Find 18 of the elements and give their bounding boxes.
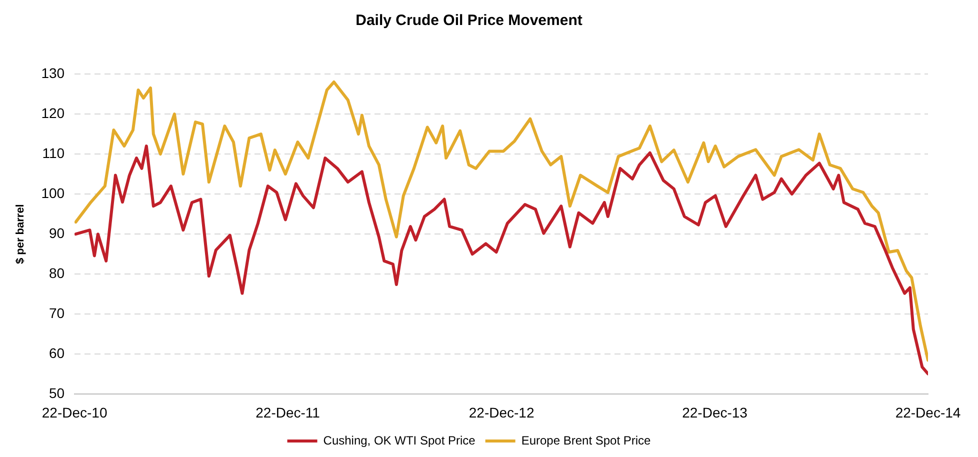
legend-label: Cushing, OK WTI Spot Price — [323, 433, 476, 448]
y-axis-title: $ per barrel — [14, 204, 27, 264]
y-tick-label: 60 — [48, 345, 65, 362]
y-tick-label: 90 — [48, 224, 65, 241]
y-tick-label: 50 — [48, 385, 65, 402]
chart-title: Daily Crude Oil Price Movement — [356, 12, 582, 30]
x-tick-label: 22-Dec-14 — [895, 404, 961, 420]
y-tick-label: 120 — [41, 104, 65, 121]
y-tick-label: 130 — [41, 64, 65, 81]
x-tick-label: 22-Dec-13 — [682, 404, 748, 420]
x-tick-label: 22-Dec-12 — [468, 404, 534, 420]
x-tick-label: 22-Dec-11 — [256, 404, 320, 420]
y-tick-label: 110 — [42, 144, 65, 161]
legend-label: Europe Brent Spot Price — [521, 433, 652, 448]
y-tick-label: 80 — [48, 264, 65, 281]
y-tick-label: 100 — [41, 184, 65, 201]
y-tick-label: 70 — [48, 305, 65, 322]
x-tick-label: 22-Dec-10 — [42, 404, 108, 420]
